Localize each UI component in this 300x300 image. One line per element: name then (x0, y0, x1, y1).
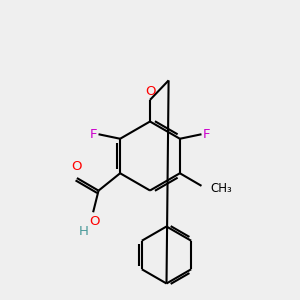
Text: CH₃: CH₃ (210, 182, 232, 195)
Text: H: H (79, 225, 88, 238)
Text: F: F (89, 128, 97, 141)
Text: O: O (72, 160, 82, 173)
Text: O: O (145, 85, 155, 98)
Text: F: F (203, 128, 211, 141)
Text: O: O (89, 215, 100, 228)
